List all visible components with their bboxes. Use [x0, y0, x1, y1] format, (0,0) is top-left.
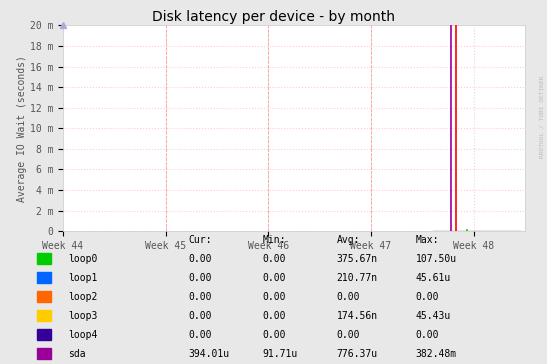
Text: 174.56n: 174.56n — [336, 311, 377, 321]
Text: Cur:: Cur: — [189, 235, 212, 245]
Text: 45.61u: 45.61u — [416, 273, 451, 283]
Text: loop2: loop2 — [68, 292, 98, 302]
Text: Disk latency per device - by month: Disk latency per device - by month — [152, 10, 395, 24]
Text: 0.00: 0.00 — [263, 311, 286, 321]
Text: loop3: loop3 — [68, 311, 98, 321]
Text: Max:: Max: — [416, 235, 439, 245]
Text: loop4: loop4 — [68, 330, 98, 340]
Text: Avg:: Avg: — [336, 235, 360, 245]
Text: 0.00: 0.00 — [189, 273, 212, 283]
Text: 210.77n: 210.77n — [336, 273, 377, 283]
Text: 0.00: 0.00 — [263, 330, 286, 340]
Text: 0.00: 0.00 — [189, 292, 212, 302]
Text: 0.00: 0.00 — [416, 292, 439, 302]
Text: 0.00: 0.00 — [189, 254, 212, 264]
Text: 375.67n: 375.67n — [336, 254, 377, 264]
Text: 0.00: 0.00 — [263, 254, 286, 264]
Text: loop1: loop1 — [68, 273, 98, 283]
Text: 0.00: 0.00 — [189, 330, 212, 340]
Text: 0.00: 0.00 — [263, 292, 286, 302]
Text: 91.71u: 91.71u — [263, 349, 298, 359]
Text: 107.50u: 107.50u — [416, 254, 457, 264]
Text: 0.00: 0.00 — [416, 330, 439, 340]
Text: sda: sda — [68, 349, 86, 359]
Text: 394.01u: 394.01u — [189, 349, 230, 359]
Y-axis label: Average IO Wait (seconds): Average IO Wait (seconds) — [17, 55, 27, 202]
Text: 776.37u: 776.37u — [336, 349, 377, 359]
Text: 0.00: 0.00 — [336, 330, 360, 340]
Text: loop0: loop0 — [68, 254, 98, 264]
Text: 0.00: 0.00 — [336, 292, 360, 302]
Text: 45.43u: 45.43u — [416, 311, 451, 321]
Text: Min:: Min: — [263, 235, 286, 245]
Text: 382.48m: 382.48m — [416, 349, 457, 359]
Text: RRDTOOL / TOBI OETIKER: RRDTOOL / TOBI OETIKER — [539, 75, 544, 158]
Text: 0.00: 0.00 — [263, 273, 286, 283]
Text: 0.00: 0.00 — [189, 311, 212, 321]
